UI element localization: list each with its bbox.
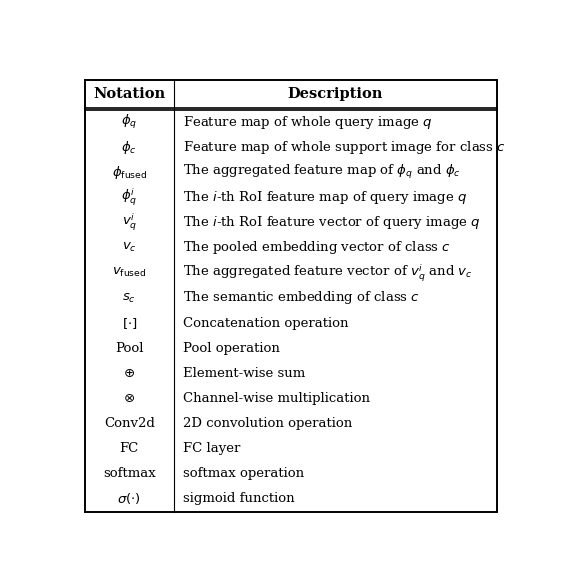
Text: The semantic embedding of class $c$: The semantic embedding of class $c$	[183, 289, 420, 306]
Text: Pool operation: Pool operation	[183, 342, 280, 355]
Text: $s_c$: $s_c$	[122, 291, 136, 305]
Text: The aggregated feature map of $\phi_q$ and $\phi_c$: The aggregated feature map of $\phi_q$ a…	[183, 163, 461, 182]
Text: Feature map of whole query image $q$: Feature map of whole query image $q$	[183, 114, 432, 131]
Text: Feature map of whole support image for class $c$: Feature map of whole support image for c…	[183, 139, 506, 156]
Text: Pool: Pool	[115, 342, 144, 355]
Text: Notation: Notation	[93, 87, 165, 101]
Text: The pooled embedding vector of class $c$: The pooled embedding vector of class $c$	[183, 239, 451, 256]
Text: Conv2d: Conv2d	[104, 417, 154, 430]
Text: The aggregated feature vector of $v_q^i$ and $v_c$: The aggregated feature vector of $v_q^i$…	[183, 262, 473, 284]
Text: $v_{\mathrm{fused}}$: $v_{\mathrm{fused}}$	[112, 266, 147, 280]
Text: softmax: softmax	[103, 468, 156, 481]
Text: $[\cdot]$: $[\cdot]$	[122, 316, 137, 331]
Text: The $i$-th RoI feature map of query image $q$: The $i$-th RoI feature map of query imag…	[183, 189, 467, 206]
Text: $\phi_{\mathrm{fused}}$: $\phi_{\mathrm{fused}}$	[111, 164, 147, 181]
Text: $\phi_q$: $\phi_q$	[121, 113, 137, 131]
Text: $v_c$: $v_c$	[122, 241, 137, 254]
Text: Concatenation operation: Concatenation operation	[183, 316, 348, 329]
Text: $\phi_q^i$: $\phi_q^i$	[121, 187, 137, 208]
Text: sigmoid function: sigmoid function	[183, 492, 295, 506]
Text: FC layer: FC layer	[183, 442, 240, 455]
Text: $v_q^i$: $v_q^i$	[122, 212, 137, 233]
Text: Description: Description	[288, 87, 383, 101]
Text: The $i$-th RoI feature vector of query image $q$: The $i$-th RoI feature vector of query i…	[183, 214, 481, 231]
Text: $\oplus$: $\oplus$	[123, 367, 135, 380]
Text: FC: FC	[120, 442, 139, 455]
Text: 2D convolution operation: 2D convolution operation	[183, 417, 352, 430]
Text: $\otimes$: $\otimes$	[123, 392, 135, 405]
Text: $\phi_c$: $\phi_c$	[122, 139, 137, 156]
Text: softmax operation: softmax operation	[183, 468, 304, 481]
Text: Element-wise sum: Element-wise sum	[183, 367, 305, 380]
Text: $\sigma(\cdot)$: $\sigma(\cdot)$	[118, 492, 141, 506]
Text: Channel-wise multiplication: Channel-wise multiplication	[183, 392, 370, 405]
